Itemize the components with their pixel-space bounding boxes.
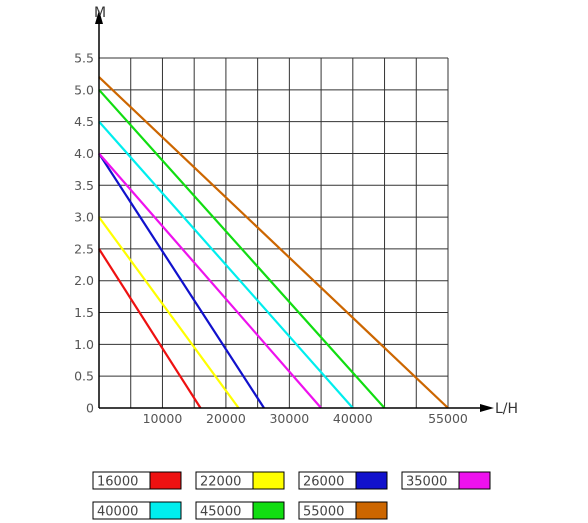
legend: 16000 22000 26000 35000 40000 45000 55000	[92, 471, 491, 520]
y-tick-label: 2.0	[74, 273, 94, 288]
x-tick-label: 10000	[143, 411, 183, 426]
legend-swatch	[149, 501, 182, 520]
legend-item-35000: 35000	[401, 471, 491, 490]
legend-item-55000: 55000	[298, 501, 388, 520]
series-lines	[98, 76, 449, 409]
y-tick-label: 1.0	[74, 337, 94, 352]
legend-item-45000: 45000	[195, 501, 285, 520]
x-axis-label: L/H	[495, 401, 518, 417]
x-axis-arrow	[480, 404, 494, 412]
y-axis-label: M	[94, 5, 106, 21]
legend-item-26000: 26000	[298, 471, 388, 490]
legend-swatch	[355, 501, 388, 520]
y-tick-label: 0	[86, 401, 94, 416]
axes: M L/H	[94, 5, 518, 417]
series-line-45000	[98, 89, 386, 409]
y-tick-labels: 5.5 5.0 4.5 4.0 3.5 3.0 2.5 2.0 1.5 1.0 0.5 0	[74, 51, 94, 416]
legend-label: 45000	[200, 505, 241, 520]
x-tick-label: 40000	[333, 411, 373, 426]
legend-label: 40000	[97, 505, 138, 520]
y-tick-label: 1.5	[74, 305, 94, 320]
legend-swatch	[149, 471, 182, 490]
series-line-55000	[98, 76, 449, 409]
x-tick-labels: 10000 20000 30000 40000 55000	[143, 411, 468, 426]
legend-label: 16000	[97, 475, 138, 490]
legend-item-40000: 40000	[92, 501, 182, 520]
series-line-40000	[98, 120, 354, 409]
grid	[98, 57, 449, 409]
y-axis-arrow	[95, 10, 103, 24]
legend-label: 26000	[303, 475, 344, 490]
legend-swatch	[355, 471, 388, 490]
series-line-22000	[98, 216, 240, 409]
y-tick-label: 0.5	[74, 369, 94, 384]
legend-swatch	[458, 471, 491, 490]
x-tick-label: 30000	[269, 411, 309, 426]
y-tick-label: 5.0	[74, 82, 94, 97]
legend-item-16000: 16000	[92, 471, 182, 490]
legend-label: 35000	[406, 475, 447, 490]
y-tick-label: 2.5	[74, 241, 94, 256]
y-tick-label: 4.5	[74, 114, 94, 129]
x-tick-label: 20000	[206, 411, 246, 426]
legend-label: 22000	[200, 475, 241, 490]
y-tick-label: 5.5	[74, 51, 94, 66]
legend-label: 55000	[303, 505, 344, 520]
legend-swatch	[252, 501, 285, 520]
legend-item-22000: 22000	[195, 471, 285, 490]
y-tick-label: 4.0	[74, 146, 94, 161]
y-tick-label: 3.0	[74, 210, 94, 225]
series-line-16000	[98, 248, 202, 409]
legend-swatch	[252, 471, 285, 490]
series-line-26000	[98, 152, 265, 409]
y-tick-label: 3.5	[74, 178, 94, 193]
series-line-35000	[98, 152, 322, 409]
x-tick-label: 55000	[428, 411, 468, 426]
